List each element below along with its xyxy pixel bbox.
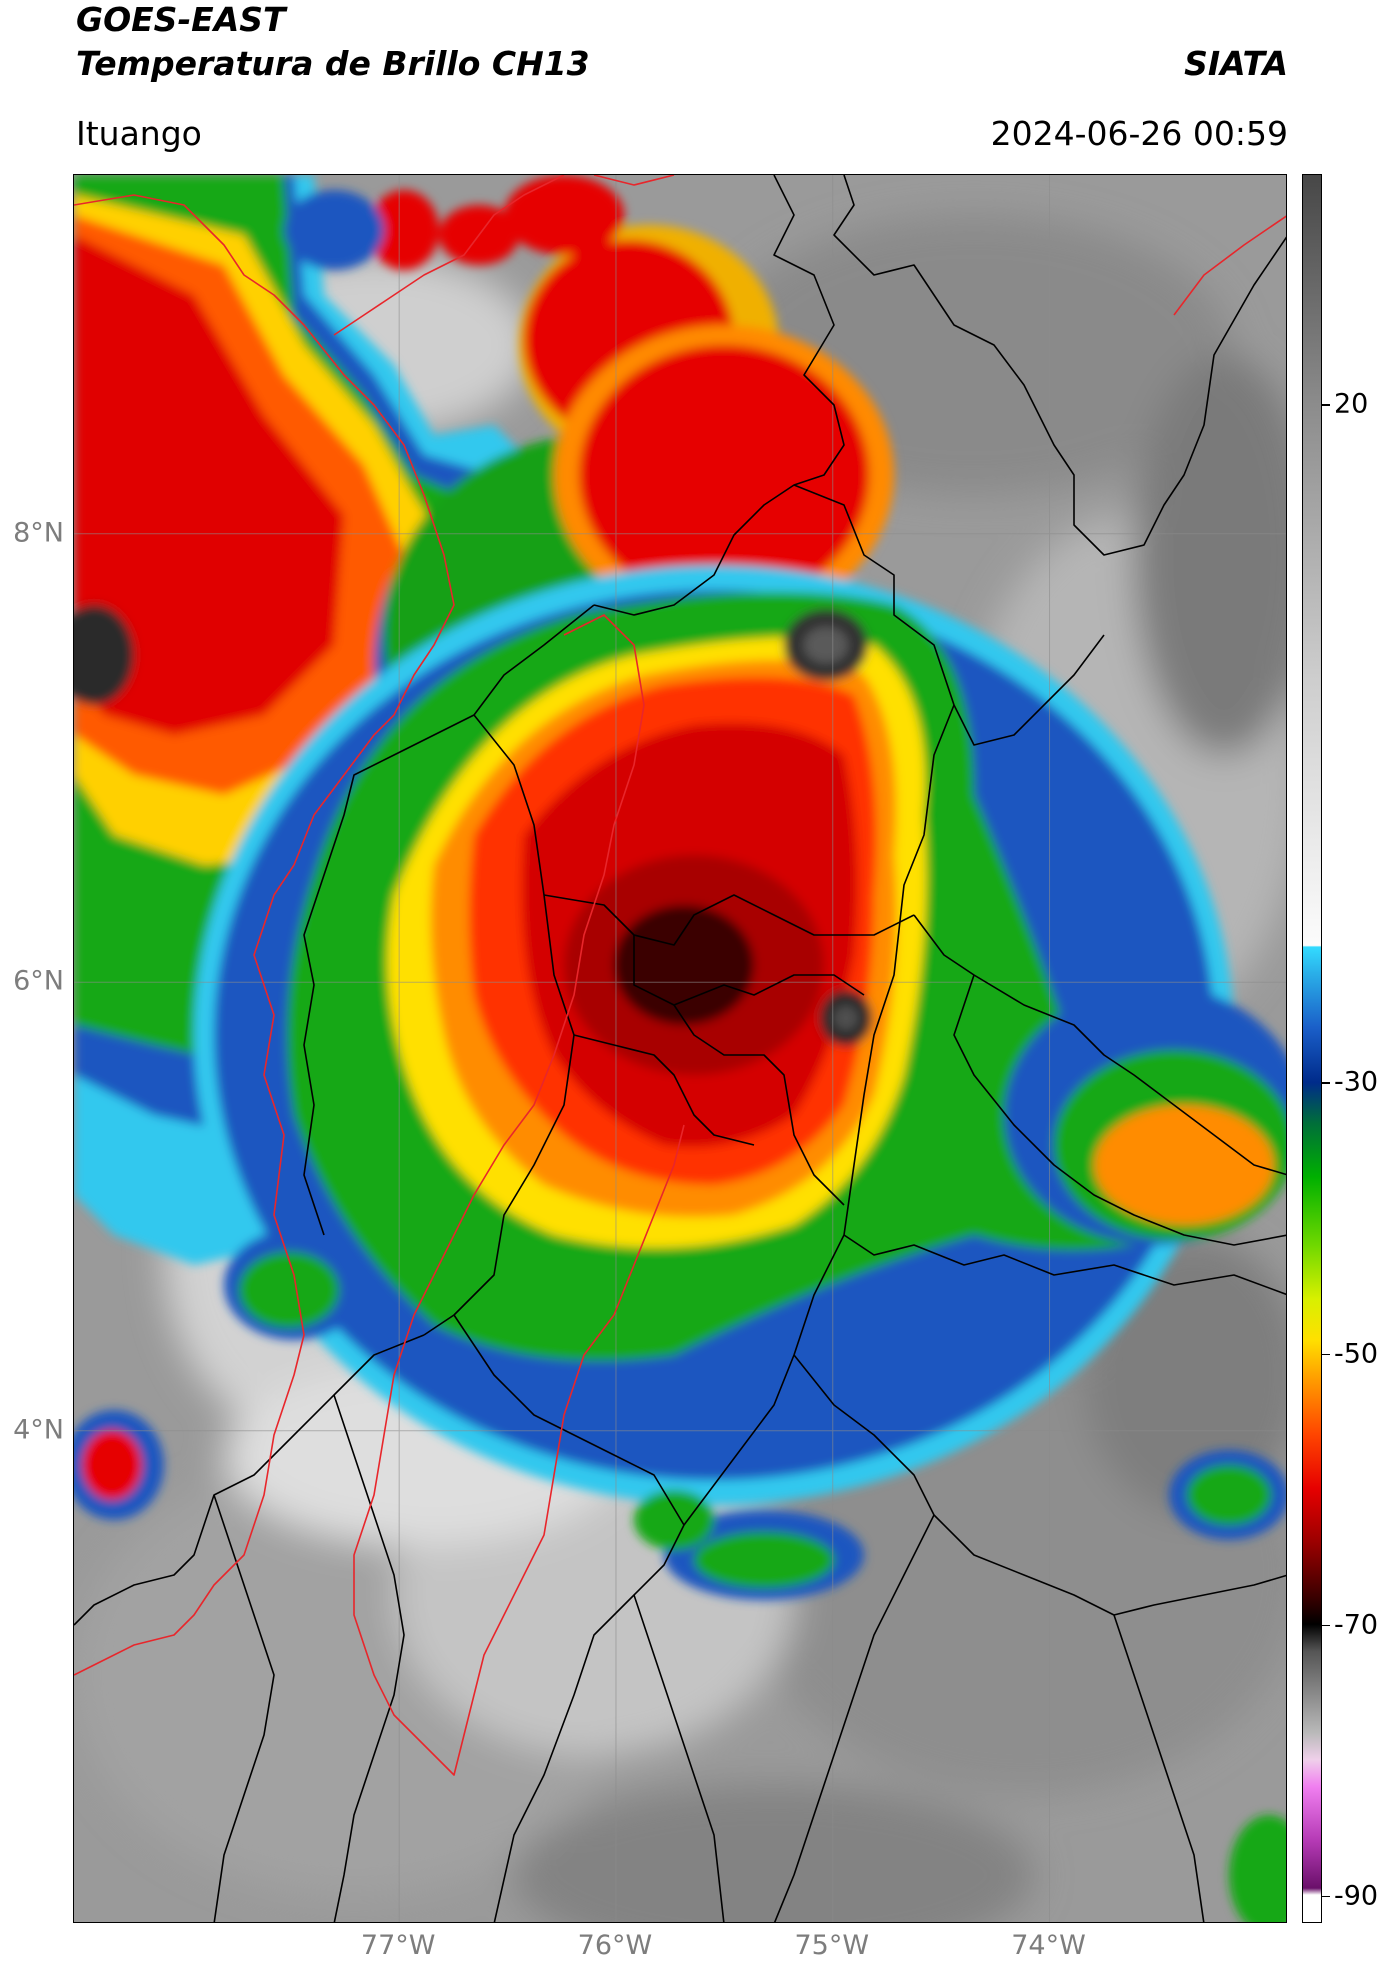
lat-tick-label: 6°N [13, 965, 64, 997]
product-title: Temperatura de Brillo CH13 [76, 44, 590, 83]
lat-tick-label: 8°N [13, 517, 64, 549]
highlighted-region-boundary [74, 175, 1286, 1776]
colorbar-tick [1322, 404, 1330, 406]
colorbar-tick-label: -50 [1334, 1338, 1379, 1370]
colorbar-tick [1322, 1624, 1330, 1627]
map-gridlines [74, 175, 1286, 1922]
colorbar-tick-label: -90 [1334, 1880, 1379, 1912]
region-label: Ituango [76, 114, 202, 153]
datetime-label: 2024-06-26 00:59 [990, 114, 1288, 153]
lon-tick-label: 75°W [794, 1930, 870, 1961]
map-panel[interactable] [73, 174, 1287, 1923]
lon-tick-label: 74°W [1011, 1930, 1086, 1961]
satellite-map [74, 175, 1286, 1922]
colorbar-tick-label: 20 [1334, 388, 1369, 420]
lon-tick-label: 76°W [577, 1930, 653, 1961]
convective-clouds [74, 175, 1286, 1922]
colorbar-tick [1322, 1353, 1330, 1356]
temperature-colorbar [1302, 174, 1322, 1923]
lon-tick-label: 77°W [360, 1930, 436, 1961]
colorbar-tick [1322, 1082, 1330, 1084]
colorbar-tick-label: -70 [1334, 1609, 1379, 1641]
colorbar-tick [1322, 1895, 1330, 1898]
lat-tick-label: 4°N [13, 1414, 64, 1446]
organization-label: SIATA [1184, 44, 1288, 83]
colorbar-tick-label: -30 [1334, 1066, 1379, 1098]
satellite-title: GOES-EAST [76, 0, 286, 39]
department-boundaries [74, 175, 1286, 1922]
